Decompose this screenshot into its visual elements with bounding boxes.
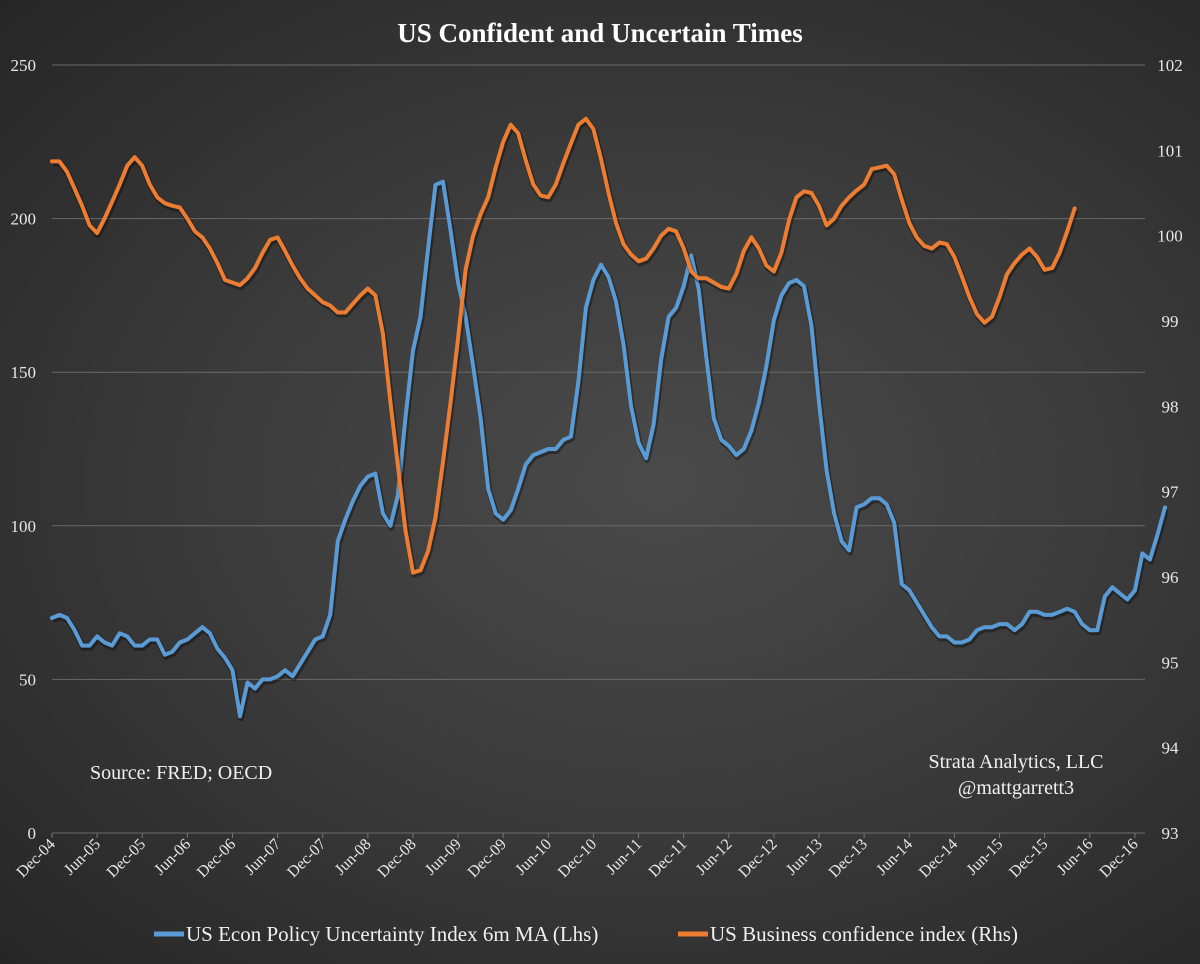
left-tick-label: 250 [11,56,37,75]
left-tick-label: 0 [28,824,37,843]
x-tick-label: Dec-14 [916,836,961,881]
left-tick-label: 150 [11,363,37,382]
x-tick-label: Jun-10 [512,836,555,879]
x-tick-label: Dec-08 [374,836,419,881]
x-tick-label: Dec-15 [1006,836,1051,881]
x-tick-label: Dec-12 [735,836,780,881]
left-tick-label: 50 [19,670,36,689]
right-tick-label: 102 [1157,56,1183,75]
right-tick-label: 101 [1157,141,1183,160]
left-tick-label: 100 [11,517,37,536]
right-axis: 93 94 95 96 97 98 99 100 101 102 [1157,56,1183,843]
x-tick-label: Dec-16 [1096,836,1141,881]
legend: US Econ Policy Uncertainty Index 6m MA (… [154,922,1018,946]
right-tick-label: 94 [1162,739,1180,758]
x-tick-label: Jun-07 [242,836,285,879]
plot-area [50,116,1169,722]
chart-title: US Confident and Uncertain Times [397,18,803,48]
x-axis: Dec-04 Jun-05 Dec-05 Jun-06 Dec-06 Jun-07 Dec-… [14,833,1142,881]
x-tick-label: Jun-12 [693,836,736,879]
x-tick-label: Dec-06 [194,836,239,881]
left-tick-label: 200 [11,210,37,229]
x-tick-label: Dec-11 [646,836,691,881]
series-shadow [53,117,1079,578]
x-tick-label: Dec-13 [826,836,871,881]
right-tick-label: 96 [1162,568,1179,587]
right-tick-label: 98 [1162,397,1179,416]
x-tick-label: Jun-05 [61,836,104,879]
gridlines [52,64,1145,834]
x-tick-label: Jun-09 [422,836,465,879]
x-tick-label: Dec-09 [465,836,510,881]
series-line-uncertainty [50,179,1167,719]
credit-handle: @mattgarrett3 [958,777,1074,799]
right-tick-label: 100 [1157,227,1183,246]
x-tick-label: Dec-07 [284,836,329,881]
x-tick-label: Jun-13 [783,836,826,879]
left-axis: 0 50 100 150 200 250 [11,56,37,843]
x-tick-label: Jun-16 [1054,836,1097,879]
x-tick-label: Dec-10 [555,836,600,881]
right-tick-label: 99 [1162,312,1179,331]
right-tick-label: 97 [1162,483,1180,502]
x-tick-label: Dec-04 [14,836,59,881]
x-tick-label: Jun-11 [603,836,645,878]
x-tick-label: Jun-14 [873,836,916,879]
x-tick-label: Jun-15 [964,836,1007,879]
series-line-confidence [50,116,1077,575]
x-tick-label: Dec-05 [104,836,149,881]
right-tick-label: 95 [1162,653,1179,672]
x-tick-label: Jun-08 [332,836,375,879]
legend-label-confidence: US Business confidence index (Rhs) [710,922,1018,946]
x-tick-label: Jun-06 [151,836,194,879]
credit-company: Strata Analytics, LLC [929,751,1104,773]
legend-label-uncertainty: US Econ Policy Uncertainty Index 6m MA (… [186,922,598,946]
right-tick-label: 93 [1162,824,1179,843]
source-note: Source: FRED; OECD [90,762,272,784]
